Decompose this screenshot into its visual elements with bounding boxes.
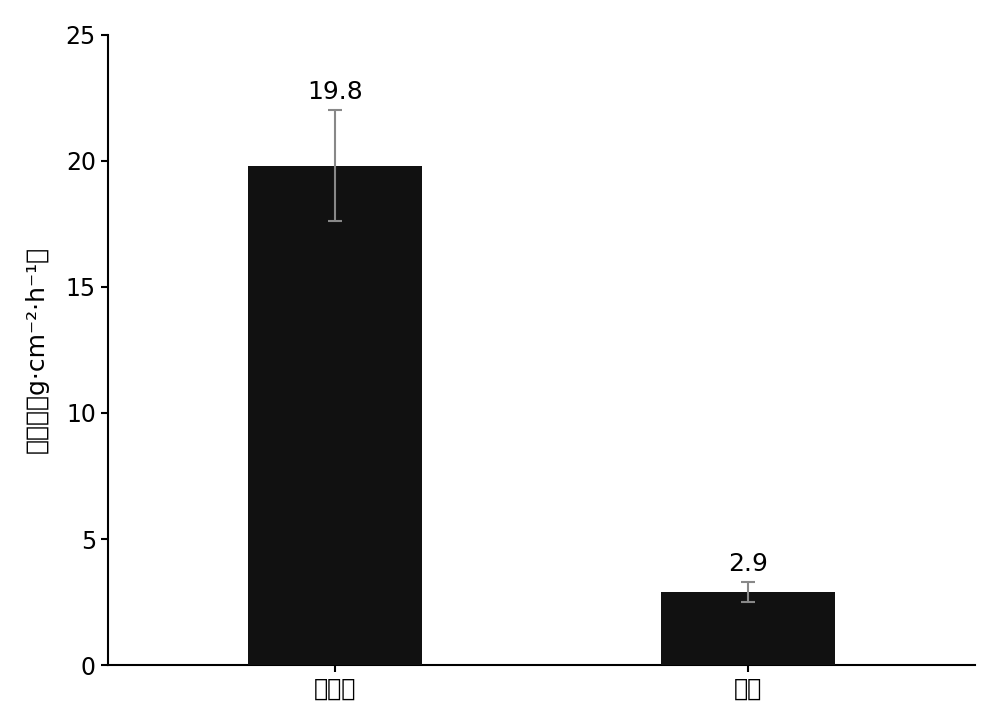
Bar [661, 592, 835, 665]
Text: 19.8: 19.8 [307, 80, 363, 104]
Text: 2.9: 2.9 [728, 552, 768, 576]
Bar [248, 166, 422, 665]
Y-axis label: 失重率（g·cm⁻²·h⁻¹）: 失重率（g·cm⁻²·h⁻¹） [25, 246, 49, 454]
